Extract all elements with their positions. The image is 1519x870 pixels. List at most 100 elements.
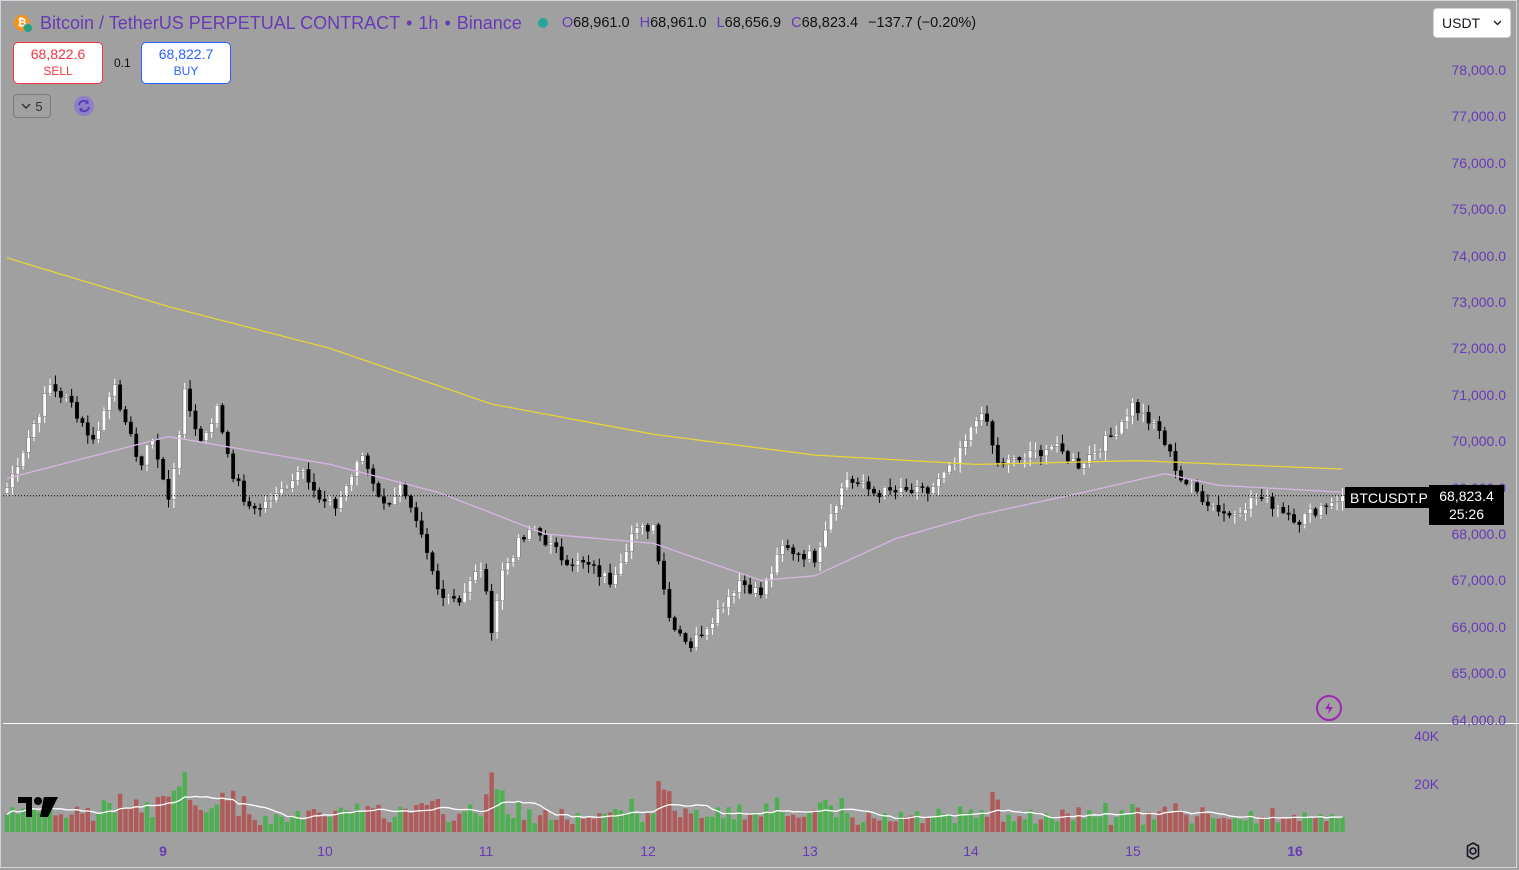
candle-body: [872, 488, 876, 494]
lightning-button[interactable]: [1316, 695, 1342, 721]
candle-body: [484, 569, 489, 592]
tradingview-logo[interactable]: [16, 795, 60, 824]
volume-bar: [15, 814, 20, 832]
volume-bar: [1060, 809, 1065, 832]
volume-bar: [354, 803, 360, 832]
sync-button[interactable]: [72, 94, 96, 118]
volume-bar: [855, 824, 861, 832]
volume-tick-label: 20K: [1414, 776, 1439, 792]
candle-body: [48, 384, 52, 394]
volume-bar: [812, 809, 817, 832]
candle-body: [1324, 505, 1329, 507]
volume-bar: [457, 813, 462, 832]
candle-body: [425, 534, 429, 553]
volume-bar: [1124, 813, 1130, 832]
interval[interactable]: 1h: [418, 12, 439, 33]
volume-bar: [957, 806, 963, 832]
sell-button[interactable]: 68,822.6 SELL: [13, 42, 103, 84]
market-status-icon: [537, 18, 548, 28]
candle-body: [1087, 454, 1092, 464]
candle-body: [75, 401, 79, 419]
candle-body: [1162, 430, 1167, 445]
volume-bar: [1184, 814, 1189, 832]
volume-bar: [1017, 816, 1022, 832]
candle-body: [242, 480, 246, 502]
volume-bar: [710, 816, 715, 832]
volume-bar: [101, 800, 107, 832]
volume-bar: [1178, 810, 1184, 832]
currency-select[interactable]: USDT: [1433, 8, 1511, 38]
volume-bar: [241, 796, 247, 832]
volume-bar: [543, 809, 548, 832]
volume-bar: [74, 806, 80, 832]
candle-body: [198, 428, 203, 441]
candle-body: [123, 409, 128, 423]
candle-body: [1044, 449, 1049, 457]
candle-body: [414, 507, 419, 521]
volume-bar: [527, 809, 532, 832]
candle-body: [979, 413, 984, 421]
candle-body: [64, 395, 69, 398]
candle-body: [252, 505, 257, 509]
candle-body: [699, 634, 704, 637]
candle-body: [1275, 507, 1280, 509]
candle-body: [1060, 443, 1065, 452]
gear-icon: [1466, 842, 1480, 860]
candle-body: [247, 501, 252, 507]
candle-body: [753, 587, 758, 594]
candle-body: [737, 580, 742, 593]
volume-bar: [4, 814, 10, 832]
volume-bar: [31, 807, 37, 832]
symbol-name[interactable]: Bitcoin / TetherUS PERPETUAL CONTRACT: [40, 12, 401, 33]
candle-body: [182, 388, 187, 435]
volume-bar: [1167, 811, 1173, 832]
candle-body: [882, 487, 887, 498]
volume-bar: [1200, 807, 1205, 832]
candle-body: [344, 485, 349, 497]
buy-button[interactable]: 68,822.7 BUY: [141, 42, 231, 84]
candle-body: [495, 600, 499, 633]
volume-bar: [1259, 816, 1264, 832]
volume-bar: [597, 813, 602, 832]
candle-body: [785, 545, 790, 548]
candle-body: [839, 487, 844, 506]
volume-bar: [1054, 821, 1060, 832]
candle-body: [1033, 449, 1038, 452]
volume-bar: [548, 819, 554, 832]
volume-bar: [1130, 803, 1135, 832]
candle-body: [877, 492, 882, 498]
last-price-tag: 68,823.4 25:26: [1429, 485, 1504, 525]
candle-body: [128, 421, 133, 435]
candle-body: [1065, 451, 1070, 462]
volume-bar: [699, 818, 704, 832]
volume-bar: [494, 789, 500, 832]
candle-body: [1012, 457, 1016, 460]
volume-bar: [1071, 820, 1076, 832]
candle-body: [1152, 421, 1156, 424]
candle-body: [715, 608, 720, 624]
volume-bar: [220, 792, 225, 832]
symbol-title[interactable]: Bitcoin / TetherUS PERPETUAL CONTRACT • 1h…: [40, 12, 522, 33]
candle-body: [118, 384, 122, 410]
candle-body: [1205, 501, 1210, 506]
candle-body: [96, 430, 101, 440]
indicators-toggle-button[interactable]: 5: [13, 94, 51, 118]
candle-body: [845, 478, 849, 489]
candle-body: [1259, 497, 1264, 499]
price-tick-label: 71,000.0: [1451, 386, 1507, 403]
volume-bar: [322, 816, 327, 832]
candle-body: [225, 431, 230, 455]
volume-bar: [467, 804, 473, 832]
last-price: 68,823.4: [1439, 488, 1494, 504]
volume-bar: [139, 812, 144, 832]
volume-bar: [268, 823, 274, 832]
volume-bar: [1135, 807, 1141, 832]
candle-body: [597, 565, 602, 577]
candle-body: [1232, 513, 1237, 516]
candle-body: [102, 410, 106, 431]
exchange[interactable]: Binance: [456, 12, 522, 33]
chart-settings-button[interactable]: [1463, 841, 1483, 866]
candle-body: [193, 410, 198, 430]
volume-bar: [753, 812, 758, 832]
